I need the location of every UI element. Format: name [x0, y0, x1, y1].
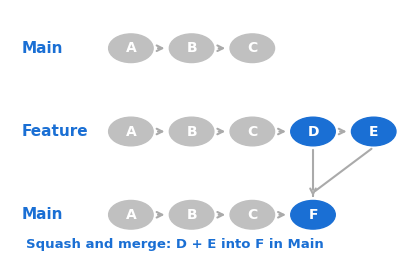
Circle shape	[109, 34, 153, 63]
Circle shape	[351, 117, 396, 146]
Text: B: B	[186, 41, 197, 55]
Text: Feature: Feature	[22, 124, 88, 139]
Circle shape	[230, 200, 275, 229]
Text: A: A	[126, 41, 136, 55]
Circle shape	[291, 117, 335, 146]
Text: B: B	[186, 208, 197, 222]
Text: F: F	[308, 208, 318, 222]
Circle shape	[109, 200, 153, 229]
Circle shape	[169, 200, 214, 229]
Circle shape	[169, 117, 214, 146]
Text: B: B	[186, 124, 197, 139]
Text: Main: Main	[22, 207, 63, 222]
Circle shape	[109, 117, 153, 146]
Text: A: A	[126, 208, 136, 222]
Text: C: C	[247, 41, 257, 55]
Circle shape	[230, 117, 275, 146]
Text: D: D	[307, 124, 319, 139]
Text: Main: Main	[22, 41, 63, 56]
Text: C: C	[247, 124, 257, 139]
Text: E: E	[369, 124, 379, 139]
Circle shape	[230, 34, 275, 63]
Circle shape	[169, 34, 214, 63]
Text: C: C	[247, 208, 257, 222]
Text: A: A	[126, 124, 136, 139]
Text: Squash and merge: D + E into F in Main: Squash and merge: D + E into F in Main	[26, 238, 324, 251]
Circle shape	[291, 200, 335, 229]
